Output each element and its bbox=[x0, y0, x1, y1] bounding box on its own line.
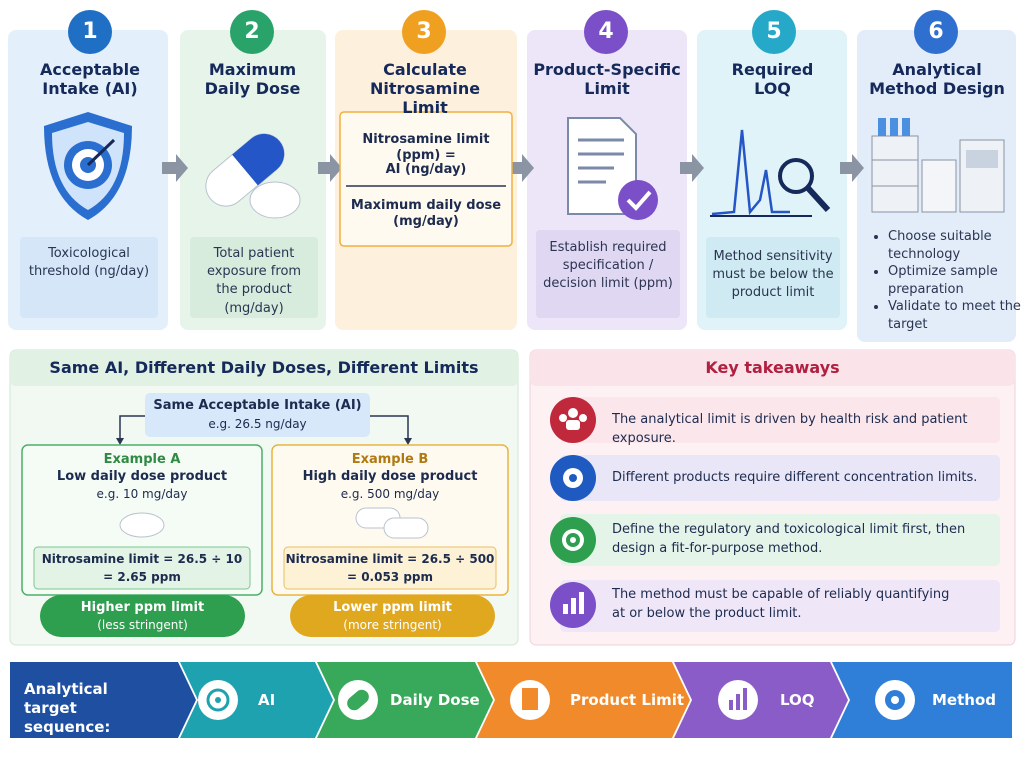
takeaway: The analytical limit is driven by health… bbox=[612, 412, 968, 446]
example-title: Example A bbox=[103, 452, 181, 467]
takeaway-band bbox=[560, 397, 1000, 443]
result-box bbox=[283, 546, 497, 590]
step-badge bbox=[584, 10, 628, 54]
takeaway: The method must be capable of reliably q… bbox=[612, 587, 950, 621]
example-note: (more stringent) bbox=[343, 618, 442, 632]
step-number: 4 bbox=[598, 19, 614, 44]
arrowhead bbox=[116, 438, 124, 445]
example-subtitle: Low daily dose product bbox=[56, 469, 228, 484]
takeaways-header bbox=[530, 350, 1015, 386]
takeaway-band bbox=[560, 580, 1000, 632]
step-bullets: Choose suitable technology Optimize samp… bbox=[870, 228, 1024, 333]
formula-left: Nitrosamine limit (ppm) = bbox=[362, 132, 490, 163]
sequence-step: AI bbox=[258, 691, 276, 709]
sequence-label: Analytical target sequence: bbox=[24, 680, 111, 736]
example-dose: e.g. 10 mg/day bbox=[96, 487, 188, 501]
sequence-step: Method bbox=[932, 691, 996, 709]
step-number: 5 bbox=[766, 19, 782, 44]
takeaway-band bbox=[560, 514, 1000, 566]
step-title: Acceptable Intake (AI) bbox=[40, 60, 140, 99]
step-description: Total patient exposure from the product … bbox=[206, 246, 302, 316]
example-formula: Nitrosamine limit = 26.5 ÷ 500 bbox=[285, 552, 495, 566]
step-badge bbox=[402, 10, 446, 54]
tablet-icon bbox=[119, 512, 165, 538]
desc-box bbox=[190, 237, 318, 318]
sequence-step: LOQ bbox=[780, 691, 815, 709]
verdict-pill bbox=[40, 595, 245, 637]
takeaway-band bbox=[560, 455, 1000, 501]
step-badge bbox=[68, 10, 112, 54]
step-description: Establish required specification / decis… bbox=[543, 240, 673, 292]
icon-glyphs bbox=[559, 408, 587, 614]
formula-numerator: AI (ng/day) bbox=[385, 162, 467, 177]
shield-icon bbox=[44, 112, 132, 220]
takeaway: Different products require different con… bbox=[612, 470, 978, 485]
arrows bbox=[162, 154, 864, 182]
step-title: Analytical Method Design bbox=[869, 60, 1005, 99]
bullet: Optimize sample preparation bbox=[888, 263, 1024, 298]
desc-box bbox=[706, 237, 840, 318]
example-result: = 2.65 ppm bbox=[103, 570, 181, 584]
instrument-icon bbox=[871, 118, 1005, 213]
step-number: 2 bbox=[244, 19, 260, 44]
formula-box bbox=[339, 111, 513, 247]
step-badge bbox=[752, 10, 796, 54]
shared-example: e.g. 26.5 ng/day bbox=[208, 417, 307, 431]
connectors bbox=[119, 415, 409, 440]
comparison-header bbox=[10, 350, 518, 386]
step-description: Method sensitivity must be below the pro… bbox=[712, 249, 834, 301]
step-title: Required LOQ bbox=[731, 60, 814, 99]
sequence-step: Product Limit bbox=[570, 691, 685, 709]
result-box bbox=[33, 546, 251, 590]
desc-box bbox=[536, 230, 680, 318]
shared-box bbox=[145, 393, 370, 437]
example-result: = 0.053 ppm bbox=[346, 570, 434, 584]
example-dose: e.g. 500 mg/day bbox=[340, 487, 440, 501]
step-title: Product-Specific Limit bbox=[533, 60, 681, 99]
gear-hole bbox=[569, 474, 577, 482]
step-badge bbox=[914, 10, 958, 54]
sequence-bar bbox=[10, 662, 1012, 738]
example-formula: Nitrosamine limit = 26.5 ÷ 10 bbox=[41, 552, 243, 566]
step-number: 3 bbox=[416, 19, 432, 44]
step-description: Toxicological threshold (ng/day) bbox=[28, 246, 150, 280]
takeaways-title: Key takeaways bbox=[705, 358, 840, 377]
example-verdict: Lower ppm limit bbox=[333, 600, 452, 615]
step-title: Calculate Nitrosamine Limit bbox=[369, 60, 481, 118]
desc-box bbox=[20, 237, 158, 318]
bullet: Validate to meet the target bbox=[888, 298, 1024, 333]
takeaway: Define the regulatory and toxicological … bbox=[612, 522, 966, 556]
chromatogram-icon bbox=[710, 129, 831, 217]
formula-denominator: Maximum daily dose (mg/day) bbox=[350, 198, 502, 229]
example-title: Example B bbox=[351, 452, 429, 467]
arrowhead bbox=[404, 438, 412, 445]
sequence-step: Daily Dose bbox=[390, 691, 480, 709]
shared-label: Same Acceptable Intake (AI) bbox=[153, 398, 362, 413]
step-badge bbox=[230, 10, 274, 54]
document-icon bbox=[567, 117, 658, 220]
step-number: 1 bbox=[82, 19, 98, 44]
example-subtitle: High daily dose product bbox=[302, 469, 478, 484]
bullet: Choose suitable technology bbox=[888, 228, 1024, 263]
step-title: Maximum Daily Dose bbox=[204, 60, 301, 99]
example-note: (less stringent) bbox=[97, 618, 188, 632]
comparison-title: Same AI, Different Daily Doses, Differen… bbox=[49, 358, 479, 377]
verdict-pill bbox=[290, 595, 495, 637]
pill-icon bbox=[205, 133, 301, 219]
step-number: 6 bbox=[928, 19, 944, 44]
example-verdict: Higher ppm limit bbox=[80, 600, 205, 615]
capsules-icon bbox=[355, 507, 429, 539]
